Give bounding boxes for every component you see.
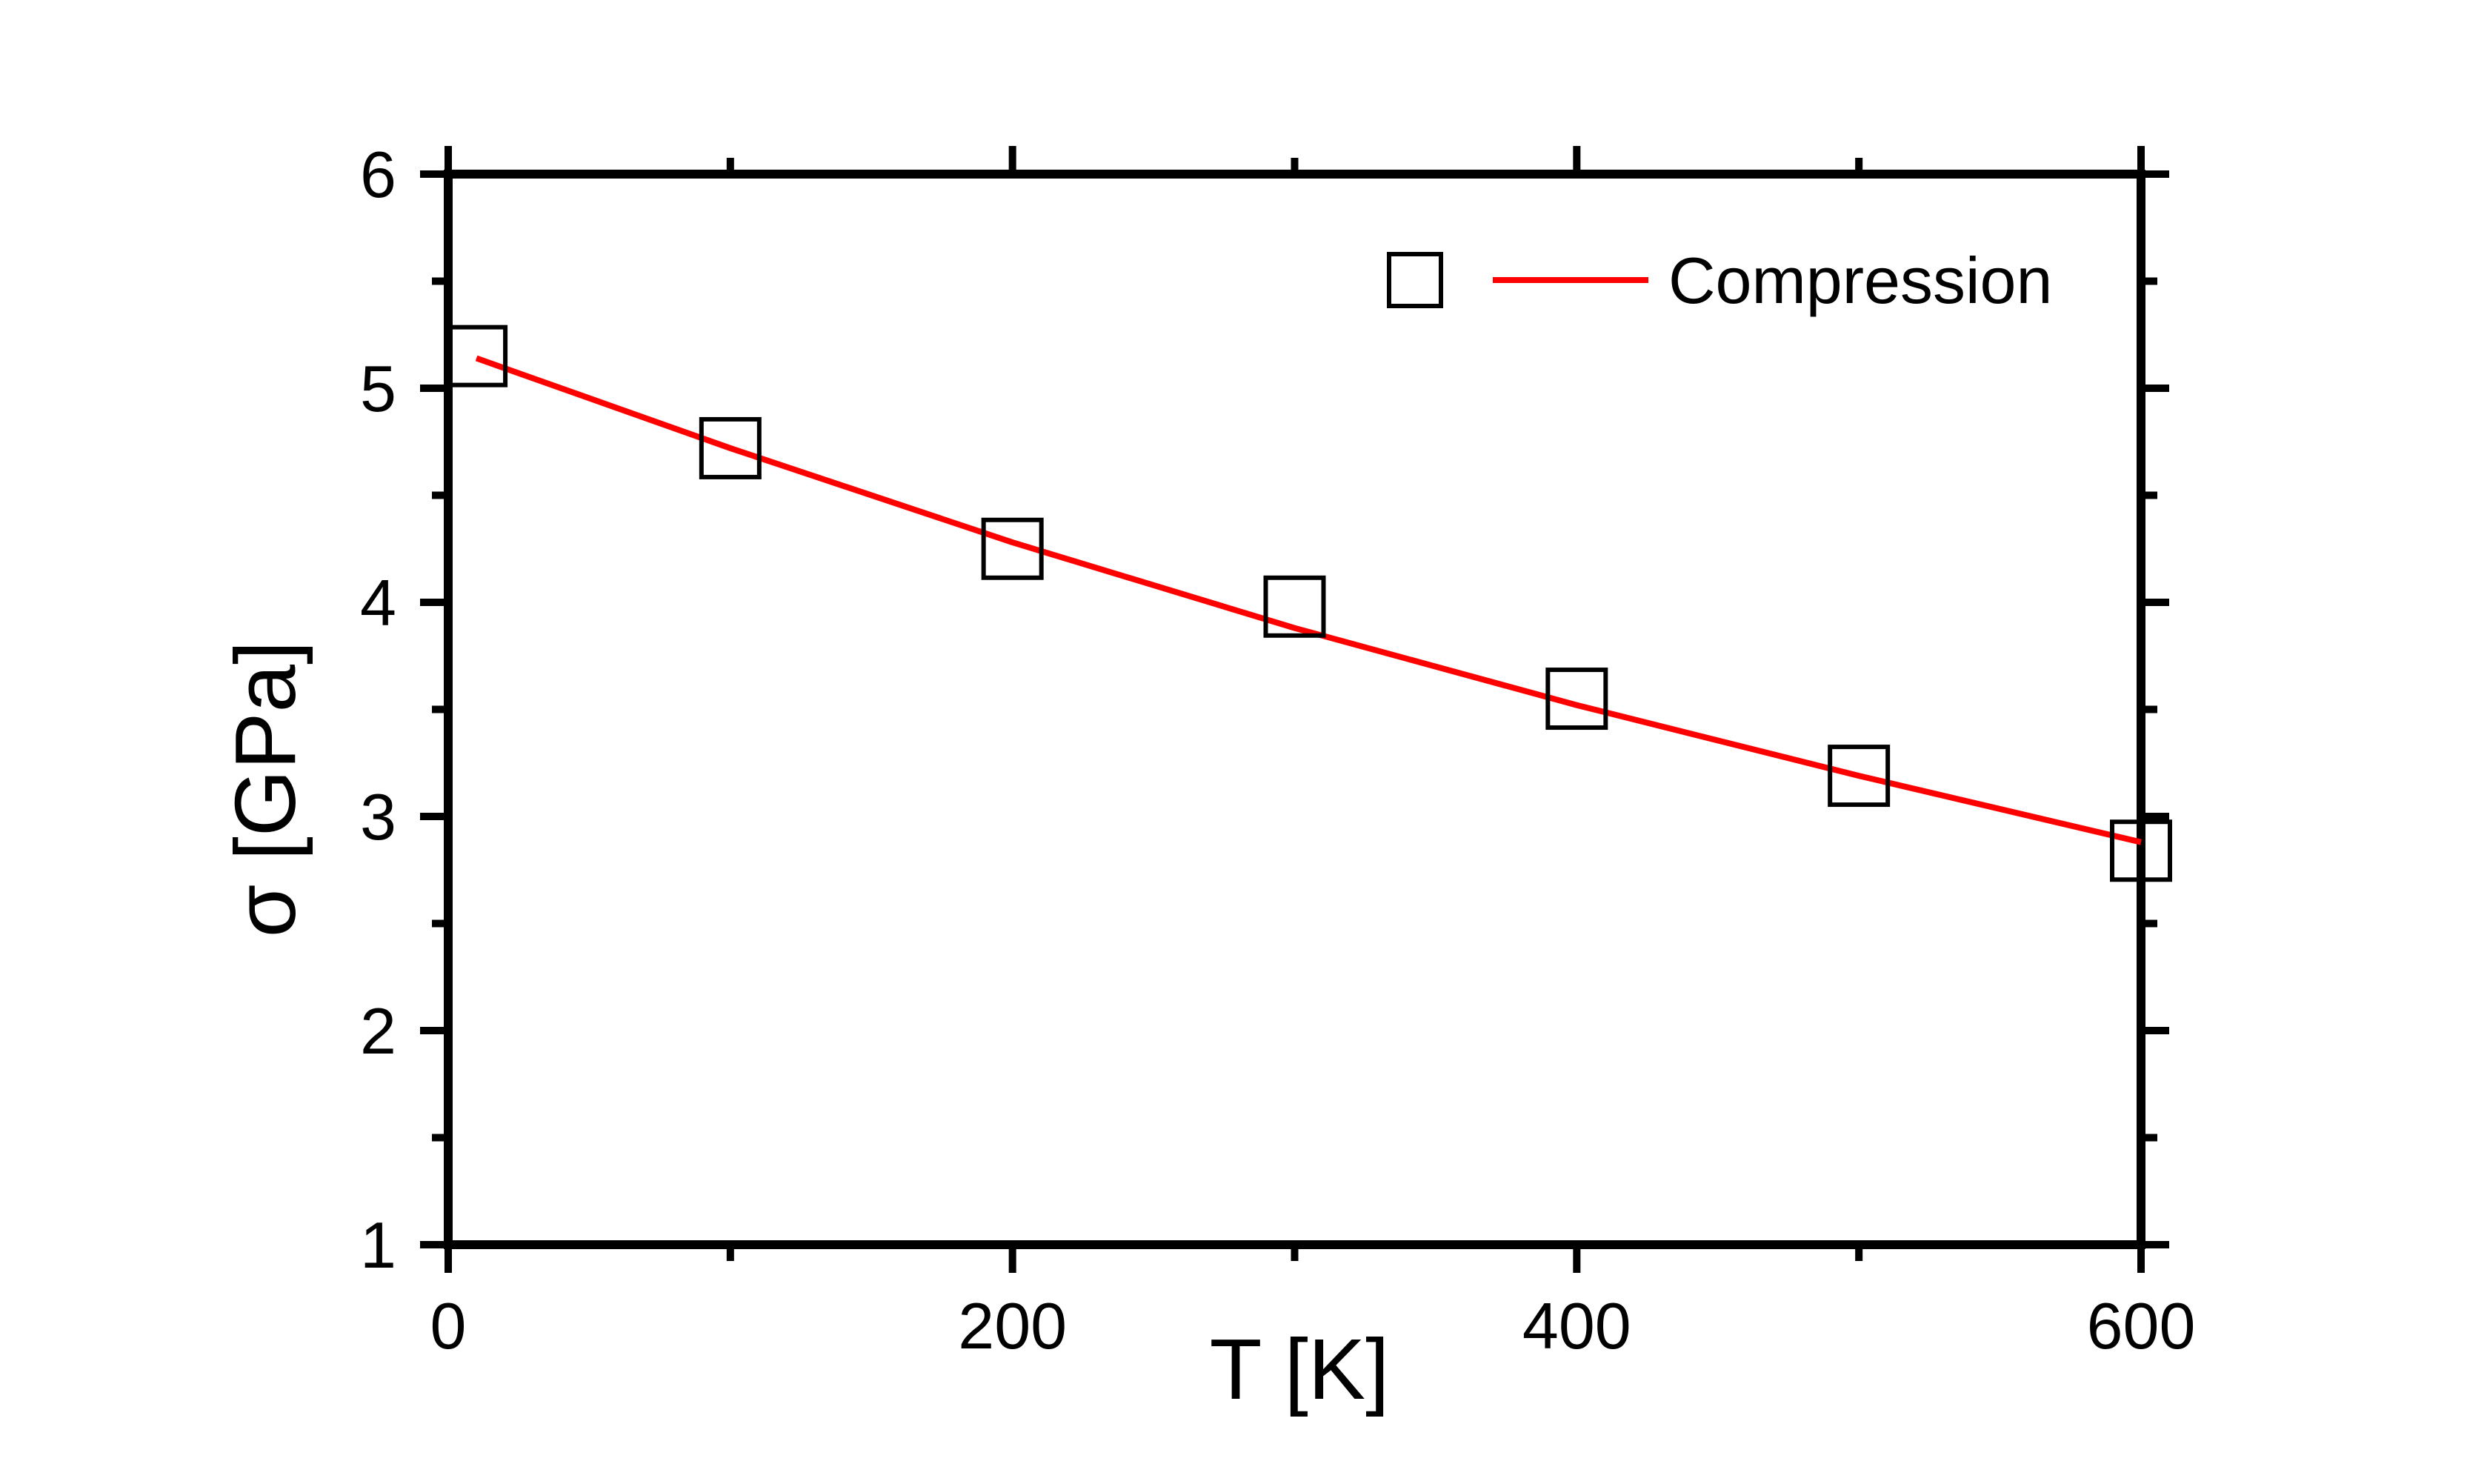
y-tick-label: 6 (360, 138, 396, 211)
y-tick-label: 2 (360, 994, 396, 1068)
axes-layer: 0 200 400 600 1 2 3 4 5 6 (360, 138, 2195, 1362)
plot-frame (444, 170, 2145, 1249)
y-tick-label: 3 (360, 780, 396, 854)
legend: Compression (1387, 244, 2052, 317)
y-tick-label: 5 (360, 352, 396, 425)
data-point (1828, 745, 1891, 808)
x-tick-label: 600 (2087, 1289, 2196, 1362)
data-point (1545, 668, 1608, 731)
x-axis-title: T [K] (1210, 1321, 1390, 1417)
x-tick-label: 400 (1522, 1289, 1631, 1362)
data-point (445, 325, 508, 387)
legend-label: Compression (1668, 244, 2052, 317)
y-tick-label: 4 (360, 566, 396, 639)
data-layer (445, 325, 2172, 882)
data-point (699, 416, 762, 479)
fit-line (475, 355, 2142, 845)
data-point (2110, 819, 2172, 882)
legend-marker (1387, 252, 1443, 308)
data-point (981, 517, 1044, 580)
data-point (1263, 575, 1326, 638)
y-axis-title: σ [GPa] (217, 641, 313, 937)
x-tick-label: 0 (430, 1289, 467, 1362)
y-tick-label: 1 (360, 1208, 396, 1282)
x-tick-label: 200 (958, 1289, 1067, 1362)
